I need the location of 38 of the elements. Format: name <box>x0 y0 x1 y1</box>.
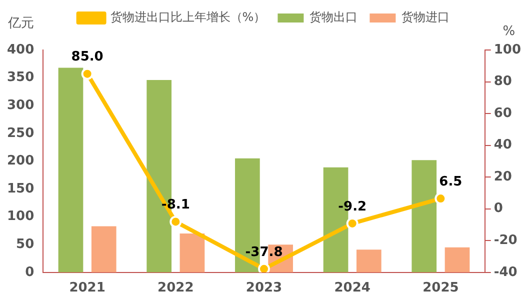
bar <box>91 226 116 272</box>
data-label: -37.8 <box>245 244 283 260</box>
y-tick-label: 50 <box>16 236 34 252</box>
y2-tick-label: 60 <box>494 106 512 121</box>
y-tick-label: 350 <box>6 70 34 86</box>
x-tick-label: 2025 <box>422 280 459 296</box>
x-tick-label: 2024 <box>334 280 370 296</box>
y-tick-label: 250 <box>6 126 34 141</box>
data-label: 6.5 <box>439 174 462 190</box>
legend-label: 货物进口 <box>402 10 450 24</box>
y-tick-label: 100 <box>6 209 34 224</box>
point <box>81 68 94 80</box>
x-tick-label: 2023 <box>246 280 282 296</box>
y2-tick-label: 80 <box>494 74 512 90</box>
y-tick-label: 300 <box>6 98 34 113</box>
x-tick-label: 2021 <box>69 280 106 296</box>
y2-tick-label: 0 <box>494 201 503 216</box>
bar <box>356 250 382 272</box>
data-label: 85.0 <box>71 50 104 65</box>
y-tick-label: 200 <box>6 154 34 169</box>
bar <box>412 160 437 272</box>
bar <box>444 247 470 272</box>
point <box>170 216 182 228</box>
y-tick-label: 400 <box>6 42 34 58</box>
bar <box>180 233 205 272</box>
y2-tick-label: -20 <box>494 233 518 248</box>
y2-tick-label: 100 <box>494 42 522 58</box>
bar <box>58 68 84 272</box>
legend-label: 货物进出口比上年增长（%） <box>110 10 266 24</box>
y2-tick-label: -40 <box>494 264 518 280</box>
y-axis-title: 亿元 <box>7 16 34 31</box>
y-tick-label: 0 <box>25 264 34 280</box>
legend-label: 货物出口 <box>310 10 358 24</box>
y2-axis-title: % <box>502 24 516 39</box>
y-tick-label: 150 <box>6 181 34 196</box>
y2-tick-label: 20 <box>494 169 512 184</box>
y2-tick-label: 40 <box>494 138 512 153</box>
x-tick-label: 2022 <box>158 280 194 296</box>
